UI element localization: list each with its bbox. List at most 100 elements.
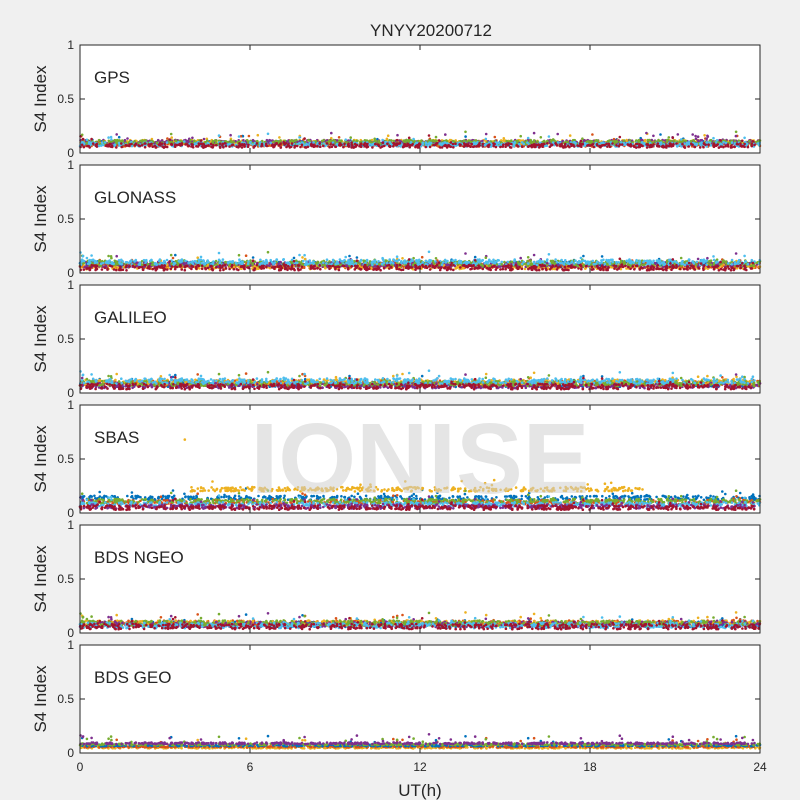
data-point xyxy=(242,139,245,142)
data-point xyxy=(298,136,301,139)
data-point xyxy=(529,138,532,142)
data-point xyxy=(520,145,524,148)
data-point xyxy=(193,142,197,145)
data-point xyxy=(519,134,522,138)
data-point xyxy=(564,142,567,146)
data-point xyxy=(656,144,660,148)
data-point xyxy=(581,137,584,140)
data-point xyxy=(199,139,203,142)
data-point xyxy=(155,141,159,145)
data-point xyxy=(395,143,398,147)
data-point xyxy=(454,142,457,145)
data-point xyxy=(678,140,682,143)
data-point xyxy=(712,136,715,140)
data-point xyxy=(438,142,442,145)
data-point xyxy=(724,144,727,148)
data-point xyxy=(212,143,215,147)
plot-area xyxy=(80,165,760,273)
data-point xyxy=(218,142,222,145)
data-point xyxy=(448,138,452,142)
data-point xyxy=(246,145,250,148)
data-point xyxy=(595,143,599,146)
data-point xyxy=(200,142,204,146)
data-point xyxy=(566,144,570,147)
data-point xyxy=(504,145,507,148)
data-point xyxy=(185,143,189,146)
data-point xyxy=(499,145,502,149)
data-point xyxy=(81,137,85,141)
data-point xyxy=(509,146,513,149)
data-point xyxy=(217,134,221,137)
data-point xyxy=(275,139,278,143)
data-point xyxy=(452,146,455,149)
data-point xyxy=(428,145,432,149)
data-point xyxy=(363,142,367,145)
data-point xyxy=(222,146,225,149)
data-point xyxy=(551,139,554,142)
data-point xyxy=(190,145,193,148)
y-tick-label: 1 xyxy=(67,38,74,52)
data-point xyxy=(741,139,744,143)
data-point xyxy=(739,144,742,148)
data-point xyxy=(331,141,335,144)
data-point xyxy=(622,139,626,142)
data-point xyxy=(168,138,171,141)
data-point xyxy=(407,136,411,140)
data-point xyxy=(253,144,257,148)
data-point xyxy=(328,139,331,142)
data-point xyxy=(120,145,123,149)
data-point xyxy=(370,143,374,146)
data-point xyxy=(388,141,392,144)
plot-area xyxy=(80,45,760,153)
data-point xyxy=(115,146,118,149)
data-point xyxy=(601,143,605,147)
data-point xyxy=(551,141,555,144)
data-point xyxy=(493,142,496,146)
data-point xyxy=(282,140,286,144)
data-point xyxy=(709,138,713,142)
data-point xyxy=(179,142,182,146)
data-point xyxy=(591,133,594,136)
data-point xyxy=(340,143,343,146)
data-point xyxy=(502,143,505,146)
data-point xyxy=(434,135,438,139)
data-point xyxy=(502,137,506,140)
data-point xyxy=(493,135,497,139)
data-point xyxy=(286,143,290,146)
data-point xyxy=(530,145,534,149)
data-point xyxy=(298,142,301,145)
data-point xyxy=(743,136,746,140)
data-point xyxy=(402,139,406,142)
data-point xyxy=(214,143,218,147)
data-point xyxy=(106,144,109,148)
data-point xyxy=(437,139,441,142)
data-point xyxy=(443,141,447,144)
data-point xyxy=(240,146,244,149)
data-point xyxy=(719,142,722,146)
data-point xyxy=(255,142,259,145)
data-point xyxy=(374,142,377,146)
data-point xyxy=(743,142,746,146)
data-point xyxy=(698,146,702,149)
data-point xyxy=(722,145,725,149)
data-point xyxy=(386,142,389,145)
data-point xyxy=(293,146,296,149)
data-point xyxy=(532,131,536,135)
data-point xyxy=(702,145,705,149)
data-point xyxy=(209,142,213,146)
data-point xyxy=(392,145,395,148)
data-point xyxy=(444,133,447,136)
data-point xyxy=(691,133,694,136)
data-point xyxy=(464,130,467,134)
data-point xyxy=(564,145,567,149)
data-point xyxy=(322,142,326,145)
data-point xyxy=(703,134,706,137)
data-point xyxy=(183,140,186,143)
data-point xyxy=(392,142,396,146)
data-point xyxy=(505,139,509,143)
data-point xyxy=(716,143,719,146)
data-point xyxy=(732,145,736,148)
data-point xyxy=(715,139,719,142)
data-point xyxy=(157,143,161,146)
panel-label: GPS xyxy=(94,68,130,87)
